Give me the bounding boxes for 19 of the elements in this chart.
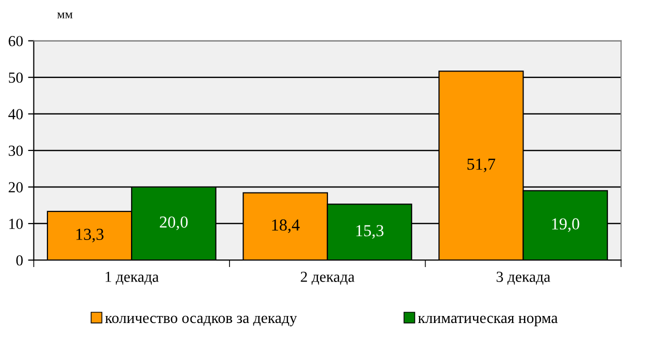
legend-label: климатическая норма [418, 316, 558, 326]
y-tick-label: 10 [9, 218, 23, 229]
data-label: 18,4 [272, 219, 300, 234]
y-tick-label: 30 [8, 146, 23, 156]
y-tick-label: 20 [8, 182, 23, 192]
data-label: 19,0 [552, 218, 580, 232]
data-label: 20,0 [160, 216, 188, 230]
y-tick-label: 40 [8, 109, 23, 120]
y-tick-label: 60 [8, 36, 23, 46]
y-tick-label: 50 [8, 72, 23, 83]
data-label: 51,7 [467, 158, 496, 172]
y-axis-title: мм [57, 12, 73, 18]
y-tick-label: 0 [16, 255, 23, 266]
x-tick-label: 1 декада [106, 272, 159, 285]
x-tick-label: 3 декада [496, 272, 550, 285]
x-tick-label: 2 декада [300, 272, 354, 285]
legend-label: количество осадков за декаду [105, 316, 298, 326]
data-label: 13,3 [76, 228, 104, 242]
data-label: 15,3 [356, 225, 384, 239]
